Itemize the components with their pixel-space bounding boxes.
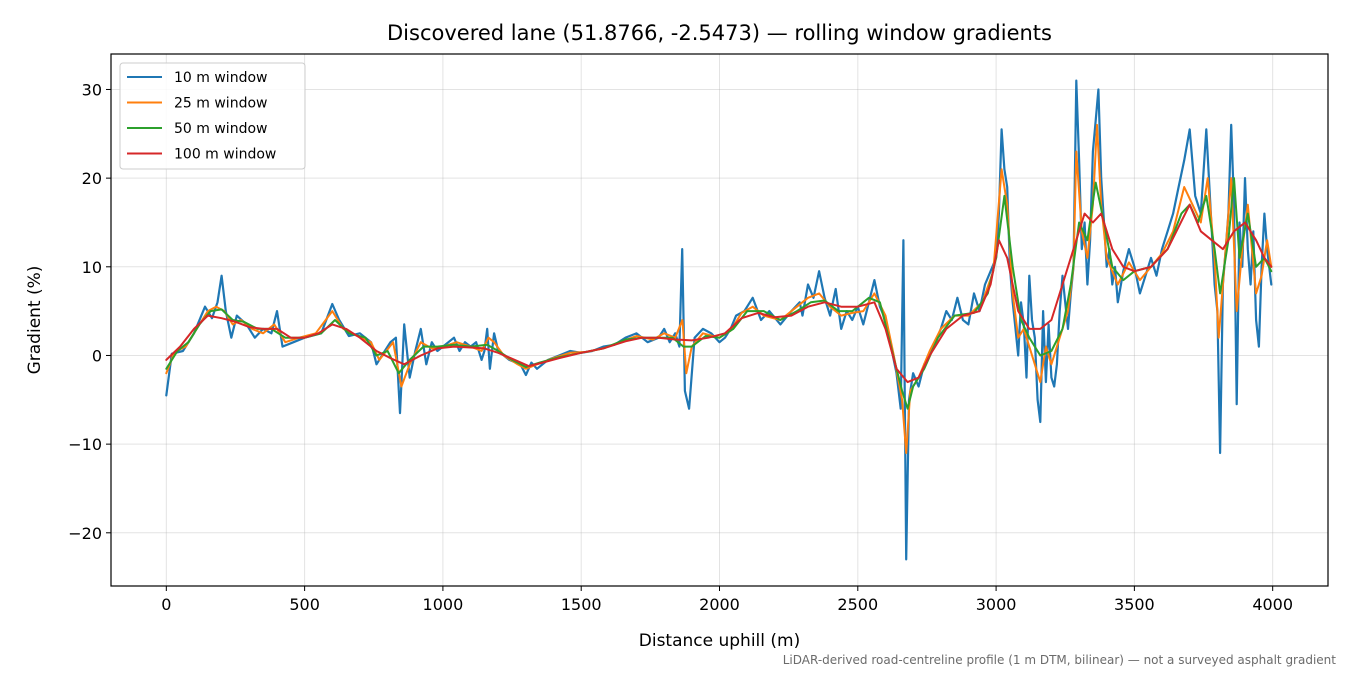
x-axis-label: Distance uphill (m): [639, 631, 800, 651]
x-tick-label: 2000: [699, 595, 740, 614]
legend-label-2: 25 m window: [174, 96, 267, 112]
legend-label-1: 10 m window: [174, 70, 267, 86]
y-tick-label: −10: [68, 435, 102, 454]
chart-title: Discovered lane (51.8766, -2.5473) — rol…: [387, 21, 1052, 45]
legend: 10 m window 25 m window 50 m window 100 m w…: [119, 62, 306, 170]
legend-label-4: 100 m window: [174, 147, 276, 163]
x-tick-label: 500: [289, 595, 320, 614]
y-tick-label: −20: [68, 524, 102, 543]
y-axis-label: Gradient (%): [25, 266, 45, 375]
series-line-2: [165, 123, 1273, 454]
y-tick-label: 20: [82, 169, 102, 188]
footnote: LiDAR-derived road-centreline profile (1…: [783, 653, 1337, 667]
y-tick-label: 0: [92, 346, 102, 365]
grid: [111, 54, 1328, 586]
x-tick-label: 0: [161, 595, 171, 614]
y-tick-label: 10: [82, 258, 102, 277]
legend-box: [119, 62, 306, 170]
x-tick-label: 2500: [837, 595, 878, 614]
x-tick-label: 1500: [561, 595, 602, 614]
axis-ticks: 0 500 1000 1500 2000 2500 3000 3500 4000 −20 −10 0 1…: [68, 80, 1293, 614]
x-tick-label: 4000: [1252, 595, 1293, 614]
legend-label-3: 50 m window: [174, 121, 267, 137]
x-tick-label: 3000: [976, 595, 1017, 614]
y-tick-label: 30: [82, 80, 102, 99]
x-tick-label: 1000: [423, 595, 464, 614]
plot-background: [111, 54, 1328, 586]
x-tick-label: 3500: [1114, 595, 1155, 614]
series-lines: [165, 79, 1273, 561]
series-line-4: [165, 203, 1273, 384]
